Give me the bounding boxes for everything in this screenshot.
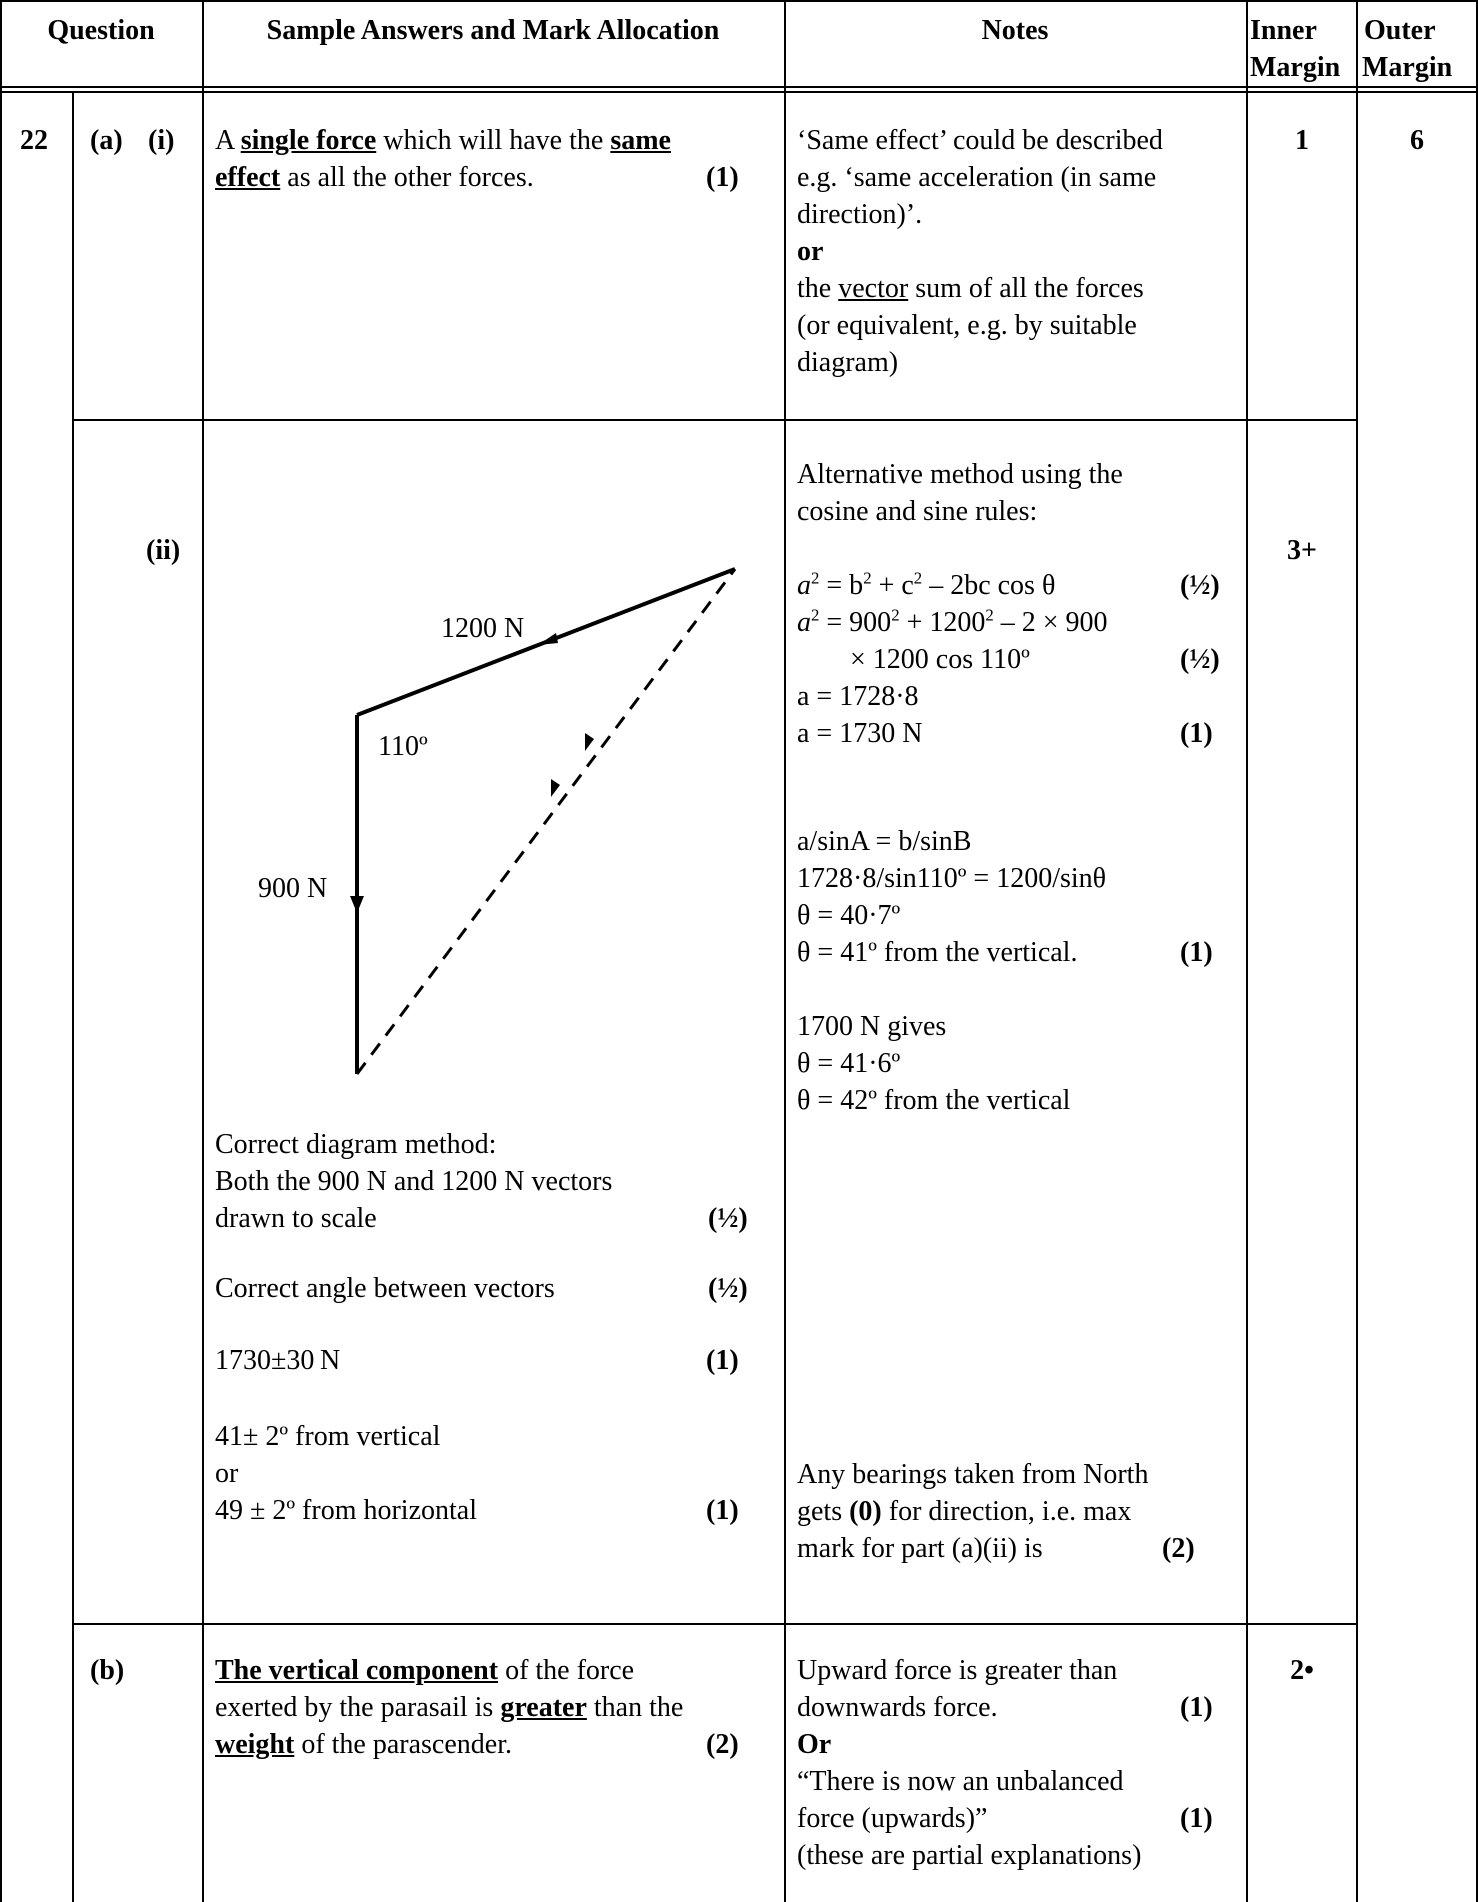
ai-notes-line-5: the vector sum of all the forces [797,273,1144,304]
aii-direction-or: or [215,1458,239,1489]
rule-question [202,0,204,1902]
part-b-label: (b) [90,1655,125,1686]
header-answers: Sample Answers and Mark Allocation [266,15,720,46]
aii-a-value: a = 1728·8 [797,681,919,712]
b-notes-or: Or [797,1729,832,1760]
b-notes-line-2: downwards force. [797,1692,998,1723]
part-ii-label: (ii) [146,535,181,566]
aii-sine-rule: a/sinA = b/sinB [797,826,972,857]
aii-direction-line-2: 49 ± 2º from horizontal [215,1495,477,1526]
aii-a-final-mark: (1) [1180,718,1213,749]
part-i-label: (i) [148,125,175,156]
b-answer-line-2: exerted by the parasail is greater than … [215,1692,684,1723]
aii-direction-mark: (1) [706,1495,739,1526]
aii-theta-4: θ = 42º from the vertical [797,1085,1071,1116]
aii-cosine-sub-line-1: a2 = 9002 + 12002 – 2 × 900 [797,605,1108,638]
rule-inner [1356,0,1358,1902]
aii-cosine-rule: a2 = b2 + c2 – 2bc cos θ [797,568,1056,601]
vector-1200n-arrowhead [538,633,558,645]
ai-answer-line-2: effect as all the other forces. [215,162,534,193]
header-inner-2: Margin [1250,52,1341,83]
b-notes-line-1: Upward force is greater than [797,1655,1118,1686]
resultant-arrowhead-1 [551,779,560,797]
header-notes: Notes [981,15,1049,46]
force-triangle-diagram [350,567,737,1075]
resultant-arrowhead-2 [585,733,594,751]
rule-notes [1246,0,1248,1902]
ai-inner-margin: 1 [1295,125,1309,156]
aii-theta-2: θ = 41º from the vertical. [797,937,1078,968]
rule-right [1476,0,1478,1902]
aii-scale-mark: (½) [708,1203,748,1234]
rule-header-bottom [0,86,1478,88]
aii-angle-line: Correct angle between vectors [215,1273,555,1304]
b-answer-line-3: weight of the parascender. [215,1729,512,1760]
b-answer-mark: (2) [706,1729,739,1760]
rule-row-ai [72,419,1358,421]
ai-notes-line-3: direction)’. [797,199,923,230]
diagram-label-1200n: 1200 N [441,613,525,644]
aii-theta-mark: (1) [1180,937,1213,968]
aii-1700-line: 1700 N gives [797,1011,947,1042]
aii-result-mark: (1) [706,1345,739,1376]
diagram-label-110: 110º [378,731,428,762]
aii-bearings-mark: (2) [1162,1533,1195,1564]
aii-alt-line-2: cosine and sine rules: [797,496,1038,527]
aii-alt-line-1: Alternative method using the [797,459,1123,490]
ai-notes-line-6: (or equivalent, e.g. by suitable [797,310,1137,341]
b-notes-line-5-mark: (1) [1180,1803,1213,1834]
outer-margin: 6 [1410,125,1424,156]
vector-900n-arrowhead [350,896,364,913]
aii-angle-mark: (½) [708,1273,748,1304]
b-notes-line-2-mark: (1) [1180,1692,1213,1723]
header-question: Question [47,15,155,46]
b-inner-margin: 2• [1290,1655,1314,1686]
header-outer-2: Margin [1362,52,1453,83]
rule-answers [784,0,786,1902]
ai-notes-line-1: ‘Same effect’ could be described [797,125,1163,156]
ai-notes-line-2: e.g. ‘same acceleration (in same [797,162,1157,193]
header-inner-1: Inner [1250,15,1317,46]
ai-notes-or: or [797,236,824,267]
b-notes-line-4: “There is now an unbalanced [797,1766,1124,1797]
part-a-label: (a) [90,125,123,156]
aii-method-line-2: Both the 900 N and 1200 N vectors [215,1166,613,1197]
rule-header-bottom-2 [0,91,1478,93]
rule-top [0,0,1478,2]
aii-bearings-line-1: Any bearings taken from North [797,1459,1149,1490]
diagram-label-900n: 900 N [258,873,328,904]
aii-scale-line: drawn to scale [215,1203,377,1234]
aii-inner-margin: 3+ [1287,535,1317,566]
aii-a-final: a = 1730 N [797,718,923,749]
b-notes-line-6: (these are partial explanations) [797,1840,1142,1871]
ai-notes-line-7: diagram) [797,347,899,378]
rule-qnum [72,91,74,1902]
aii-cosine-sub-mark: (½) [1180,644,1220,675]
aii-direction-line-1: 41± 2º from vertical [215,1421,441,1452]
aii-bearings-line-3: mark for part (a)(ii) is [797,1533,1043,1564]
ai-answer-mark: (1) [706,162,739,193]
question-number: 22 [20,125,48,156]
aii-cosine-sub-line-2: × 1200 cos 110º [850,644,1030,675]
aii-theta-1: θ = 40·7º [797,900,901,931]
ai-answer-line-1: A single force which will have the same [215,125,671,156]
aii-sine-sub: 1728·8/sin110º = 1200/sinθ [797,863,1107,894]
aii-bearings-line-2: gets (0) for direction, i.e. max [797,1496,1132,1527]
rule-row-aii [72,1623,1358,1625]
header-outer-1: Outer [1364,15,1436,46]
aii-result-line: 1730±30 N [215,1345,341,1376]
aii-theta-3: θ = 41·6º [797,1048,901,1079]
b-notes-line-5: force (upwards)” [797,1803,988,1834]
b-answer-line-1: The vertical component of the force [215,1655,635,1686]
rule-left [0,0,2,1902]
resultant-dashed-line [355,568,737,1075]
aii-method-line-1: Correct diagram method: [215,1129,497,1160]
aii-cosine-rule-mark: (½) [1180,570,1220,601]
